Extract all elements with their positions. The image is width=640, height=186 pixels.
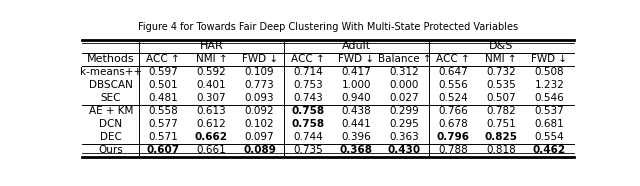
Text: FWD ↓: FWD ↓ [338,54,374,64]
Text: 0.818: 0.818 [486,145,516,155]
Text: 0.109: 0.109 [245,67,275,77]
Text: 0.773: 0.773 [244,80,275,90]
Text: 0.535: 0.535 [486,80,516,90]
Text: 0.681: 0.681 [534,119,564,129]
Text: DEC: DEC [100,132,122,142]
Text: 0.940: 0.940 [341,93,371,103]
Text: 0.092: 0.092 [245,106,275,116]
Text: DBSCAN: DBSCAN [89,80,132,90]
Text: Figure 4 for Towards Fair Deep Clustering With Multi-State Protected Variables: Figure 4 for Towards Fair Deep Clusterin… [138,22,518,32]
Text: DCN: DCN [99,119,122,129]
Text: 1.000: 1.000 [342,80,371,90]
Text: 0.766: 0.766 [438,106,468,116]
Text: 0.089: 0.089 [243,145,276,155]
Text: 1.232: 1.232 [534,80,564,90]
Text: HAR: HAR [200,41,223,51]
Text: FWD ↓: FWD ↓ [531,54,568,64]
Text: 0.613: 0.613 [196,106,227,116]
Text: 0.662: 0.662 [195,132,228,142]
Text: 0.097: 0.097 [245,132,275,142]
Text: 0.401: 0.401 [196,80,226,90]
Text: 0.501: 0.501 [148,80,178,90]
Text: 0.661: 0.661 [196,145,227,155]
Text: 0.782: 0.782 [486,106,516,116]
Text: 0.796: 0.796 [436,132,469,142]
Text: 0.732: 0.732 [486,67,516,77]
Text: 0.577: 0.577 [148,119,178,129]
Text: AE + KM: AE + KM [88,106,133,116]
Text: Balance ↑: Balance ↑ [378,54,431,64]
Text: 0.000: 0.000 [390,80,419,90]
Text: 0.438: 0.438 [341,106,371,116]
Text: 0.714: 0.714 [293,67,323,77]
Text: 0.647: 0.647 [438,67,468,77]
Text: 0.299: 0.299 [390,106,419,116]
Text: 0.571: 0.571 [148,132,178,142]
Text: SEC: SEC [100,93,121,103]
Text: ACC ↑: ACC ↑ [146,54,180,64]
Text: 0.417: 0.417 [341,67,371,77]
Text: 0.093: 0.093 [245,93,275,103]
Text: 0.027: 0.027 [390,93,419,103]
Text: 0.758: 0.758 [291,106,324,116]
Text: Methods: Methods [87,54,134,64]
Text: 0.558: 0.558 [148,106,178,116]
Text: 0.102: 0.102 [245,119,275,129]
Text: 0.396: 0.396 [341,132,371,142]
Text: 0.462: 0.462 [533,145,566,155]
Text: 0.312: 0.312 [390,67,419,77]
Text: k-means++: k-means++ [79,67,142,77]
Text: 0.524: 0.524 [438,93,468,103]
Text: 0.758: 0.758 [291,119,324,129]
Text: Ours: Ours [99,145,123,155]
Text: NMI ↑: NMI ↑ [485,54,517,64]
Text: 0.597: 0.597 [148,67,178,77]
Text: 0.678: 0.678 [438,119,468,129]
Text: 0.554: 0.554 [534,132,564,142]
Text: Adult: Adult [342,41,371,51]
Text: 0.751: 0.751 [486,119,516,129]
Text: 0.592: 0.592 [196,67,227,77]
Text: 0.508: 0.508 [534,67,564,77]
Text: 0.744: 0.744 [293,132,323,142]
Text: NMI ↑: NMI ↑ [196,54,227,64]
Text: 0.295: 0.295 [390,119,419,129]
Text: 0.743: 0.743 [293,93,323,103]
Text: 0.307: 0.307 [196,93,226,103]
Text: 0.607: 0.607 [147,145,180,155]
Text: 0.753: 0.753 [293,80,323,90]
Text: ACC ↑: ACC ↑ [291,54,325,64]
Text: 0.368: 0.368 [340,145,372,155]
Text: 0.507: 0.507 [486,93,516,103]
Text: FWD ↓: FWD ↓ [242,54,278,64]
Text: 0.556: 0.556 [438,80,468,90]
Text: 0.481: 0.481 [148,93,178,103]
Text: 0.735: 0.735 [293,145,323,155]
Text: D&S: D&S [489,41,513,51]
Text: 0.363: 0.363 [390,132,419,142]
Text: 0.546: 0.546 [534,93,564,103]
Text: 0.430: 0.430 [388,145,421,155]
Text: 0.825: 0.825 [484,132,518,142]
Text: 0.788: 0.788 [438,145,468,155]
Text: 0.441: 0.441 [341,119,371,129]
Text: 0.537: 0.537 [534,106,564,116]
Text: 0.612: 0.612 [196,119,227,129]
Text: ACC ↑: ACC ↑ [436,54,470,64]
